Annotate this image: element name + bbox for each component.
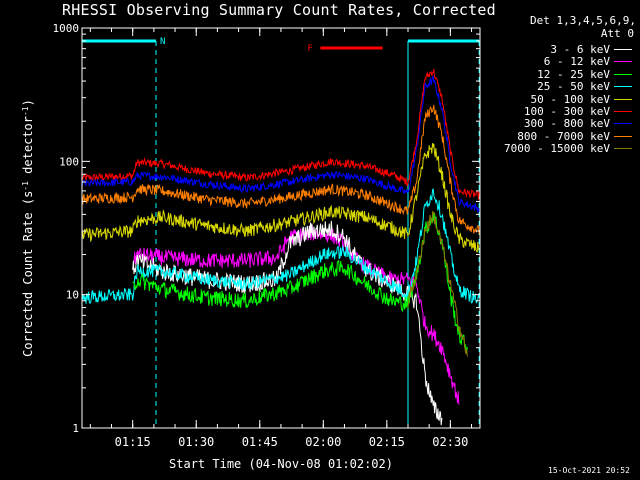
flare-flag-label: F bbox=[307, 44, 312, 54]
legend-item: 7000 - 15000 keV bbox=[480, 142, 636, 156]
legend-item: 300 - 800 keV bbox=[480, 117, 636, 131]
series-line bbox=[81, 75, 480, 213]
legend-swatch bbox=[614, 73, 632, 75]
legend-label: 100 - 300 keV bbox=[523, 104, 610, 118]
x-tick-label: 01:15 bbox=[115, 435, 151, 449]
legend-header: Det 1,3,4,5,6,9, Att 0 bbox=[530, 14, 636, 40]
y-tick-label: 1000 bbox=[53, 22, 80, 35]
x-tick-label: 01:45 bbox=[242, 435, 278, 449]
series-line bbox=[132, 212, 468, 354]
series-line bbox=[81, 104, 480, 235]
x-tick-label: 02:15 bbox=[369, 435, 405, 449]
legend-label: 25 - 50 keV bbox=[537, 80, 610, 94]
x-axis-label: Start Time (04-Nov-08 01:02:02) bbox=[169, 457, 393, 471]
legend-swatch bbox=[614, 49, 632, 50]
legend-label: 3 - 6 keV bbox=[550, 43, 610, 56]
legend-swatch bbox=[614, 86, 632, 88]
y-tick-label: 100 bbox=[59, 155, 79, 168]
y-axis-label: Corrected Count Rate (s-1 detector-1) bbox=[21, 99, 36, 357]
legend: 3 - 6 keV 6 - 12 keV 12 - 25 keV 25 - 50… bbox=[480, 43, 636, 156]
series-line bbox=[81, 69, 480, 200]
night-flag-label: N bbox=[160, 37, 165, 47]
series-line bbox=[132, 220, 443, 426]
legend-item: 12 - 25 keV bbox=[480, 67, 636, 81]
x-tick-label: 01:30 bbox=[178, 435, 214, 449]
legend-label: 50 - 100 keV bbox=[530, 92, 610, 106]
x-tick-label: 02:30 bbox=[432, 435, 468, 449]
legend-label: 6 - 12 keV bbox=[543, 55, 610, 69]
legend-swatch bbox=[614, 148, 632, 150]
legend-item: 100 - 300 keV bbox=[480, 104, 636, 118]
legend-header-line-2: Att 0 bbox=[600, 27, 634, 40]
legend-header-line-1: Det 1,3,4,5,6,9, bbox=[530, 14, 636, 27]
chart-title: RHESSI Observing Summary Count Rates, Co… bbox=[62, 1, 496, 19]
legend-swatch bbox=[614, 123, 632, 125]
series-line bbox=[81, 143, 480, 253]
series-line bbox=[81, 188, 480, 304]
legend-label: 300 - 800 keV bbox=[523, 117, 610, 131]
y-tick-label: 10 bbox=[66, 289, 79, 302]
legend-swatch bbox=[614, 61, 632, 63]
footer-timestamp: 15-Oct-2021 20:52 bbox=[548, 466, 630, 475]
legend-label: 7000 - 15000 keV bbox=[504, 142, 610, 156]
legend-swatch bbox=[614, 98, 632, 100]
legend-item: 50 - 100 keV bbox=[480, 92, 636, 106]
legend-item: 25 - 50 keV bbox=[480, 80, 636, 94]
legend-item: 800 - 7000 keV bbox=[480, 129, 636, 143]
y-tick-label: 1 bbox=[72, 422, 79, 435]
series-line bbox=[407, 210, 468, 357]
legend-item: 3 - 6 keV bbox=[480, 43, 636, 56]
legend-item: 6 - 12 keV bbox=[480, 55, 636, 69]
legend-label: 12 - 25 keV bbox=[537, 67, 610, 81]
legend-label: 800 - 7000 keV bbox=[517, 129, 610, 143]
legend-swatch bbox=[614, 135, 632, 137]
x-tick-label: 02:00 bbox=[305, 435, 341, 449]
legend-swatch bbox=[614, 110, 632, 112]
series-line bbox=[132, 225, 460, 405]
